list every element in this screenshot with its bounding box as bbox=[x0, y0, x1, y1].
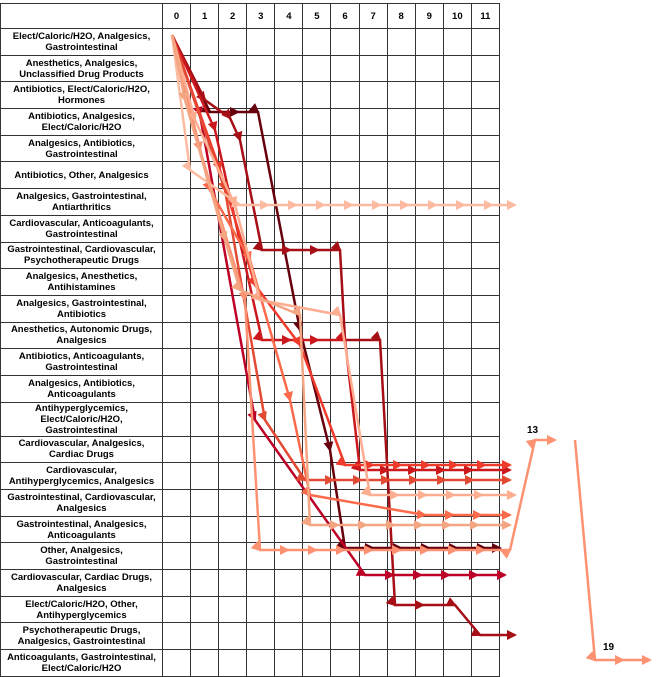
grid-cell bbox=[386, 54, 416, 83]
row-label: Cardiovascular, Cardiac Drugs, Analgesic… bbox=[0, 569, 163, 597]
grid-cell bbox=[470, 28, 501, 56]
overflow-label: 19 bbox=[603, 642, 615, 653]
column-header: 7 bbox=[358, 3, 388, 29]
grid-cell bbox=[358, 649, 388, 677]
grid-cell bbox=[161, 569, 192, 597]
column-header: 4 bbox=[274, 3, 304, 29]
column-header: 5 bbox=[302, 3, 332, 29]
row-label: Gastrointestinal, Analgesics, Anticoagul… bbox=[0, 515, 163, 544]
header-row: 0 1 2 3 4 5 6 7 8 9 10 11 bbox=[0, 3, 501, 29]
row-label: Antihyperglycemics, Elect/Caloric/H2O, G… bbox=[0, 401, 163, 437]
row-label: Cardiovascular, Antihyperglycemics, Anal… bbox=[0, 462, 163, 490]
grid-cell bbox=[161, 622, 192, 651]
row-label: Cardiovascular, Anticoagulants, Gastroin… bbox=[0, 214, 163, 243]
grid-cell bbox=[161, 595, 192, 624]
grid-cell bbox=[190, 54, 220, 83]
grid-cell bbox=[442, 54, 472, 83]
grid-cell bbox=[218, 649, 248, 677]
column-header: 1 bbox=[190, 3, 220, 29]
row-label: Other, Analgesics, Gastrointestinal bbox=[0, 542, 163, 571]
column-header: 8 bbox=[386, 3, 416, 29]
row-label: Gastrointestinal, Cardiovascular, Psycho… bbox=[0, 241, 163, 270]
column-header: 10 bbox=[442, 3, 472, 29]
grid-cell bbox=[190, 649, 220, 677]
row-label: Analgesics, Gastrointestinal, Antibiotic… bbox=[0, 294, 163, 323]
trajectory-path bbox=[170, 34, 517, 500]
trajectory-path bbox=[573, 439, 652, 665]
corner-cell bbox=[0, 3, 163, 29]
overflow-label: 13 bbox=[527, 425, 539, 436]
row-label: Psychotherapeutic Drugs, Analgesics, Gas… bbox=[0, 622, 163, 651]
grid-cell bbox=[414, 28, 444, 56]
grid-cell bbox=[161, 542, 192, 571]
row-label: Anesthetics, Autonomic Drugs, Analgesics bbox=[0, 321, 163, 350]
trajectory-path bbox=[170, 34, 512, 530]
grid-cell bbox=[274, 649, 304, 677]
column-header: 2 bbox=[218, 3, 248, 29]
column-header: 6 bbox=[330, 3, 360, 29]
row-label: Antibiotics, Anticoagulants, Gastrointes… bbox=[0, 348, 163, 376]
row-label: Analgesics, Antibiotics, Anticoagulants bbox=[0, 374, 163, 403]
row-label: Gastrointestinal, Cardiovascular, Analge… bbox=[0, 489, 163, 517]
table-row: Anticoagulants, Gastrointestinal, Elect/… bbox=[0, 649, 501, 677]
row-label: Elect/Caloric/H2O, Other, Antihyperglyce… bbox=[0, 595, 163, 624]
grid-cell bbox=[246, 54, 276, 83]
row-label: Cardiovascular, Analgesics, Cardiac Drug… bbox=[0, 435, 163, 464]
row-label: Anesthetics, Analgesics, Unclassified Dr… bbox=[0, 54, 163, 83]
grid-cell bbox=[330, 54, 360, 83]
column-header: 0 bbox=[161, 3, 192, 29]
row-label: Antibiotics, Analgesics, Elect/Caloric/H… bbox=[0, 108, 163, 136]
row-label: Analgesics, Antibiotics, Gastrointestina… bbox=[0, 134, 163, 163]
row-label: Anticoagulants, Gastrointestinal, Elect/… bbox=[0, 649, 163, 677]
column-header: 11 bbox=[470, 3, 501, 29]
